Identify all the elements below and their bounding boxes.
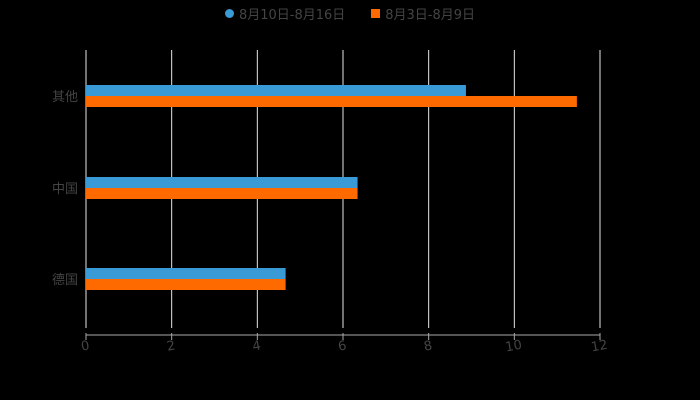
bar <box>86 96 577 107</box>
bar <box>86 177 358 188</box>
legend-item-series-2[interactable]: 8月3日-8月9日 <box>371 4 475 23</box>
legend-item-series-1[interactable]: 8月10日-8月16日 <box>224 4 346 23</box>
x-tick-label: 12 <box>590 338 609 356</box>
bar <box>86 279 286 290</box>
category-label: 其他 <box>52 90 78 105</box>
legend: 8月10日-8月16日 8月3日-8月9日 <box>0 4 700 23</box>
category-label: 中国 <box>52 182 78 197</box>
legend-square-icon <box>371 9 381 18</box>
x-tick-label: 4 <box>251 338 262 354</box>
category-label: 德国 <box>52 273 78 288</box>
bar <box>86 268 286 279</box>
x-tick-label: 2 <box>166 338 177 354</box>
legend-label: 8月10日-8月16日 <box>238 8 346 23</box>
x-tick-label: 0 <box>80 338 91 354</box>
bar <box>86 188 358 199</box>
x-tick-label: 6 <box>337 338 348 354</box>
legend-circle-icon <box>224 9 234 18</box>
x-tick-label: 10 <box>504 338 523 356</box>
bar <box>86 85 466 96</box>
legend-label: 8月3日-8月9日 <box>385 8 476 23</box>
x-tick-label: 8 <box>423 338 434 354</box>
